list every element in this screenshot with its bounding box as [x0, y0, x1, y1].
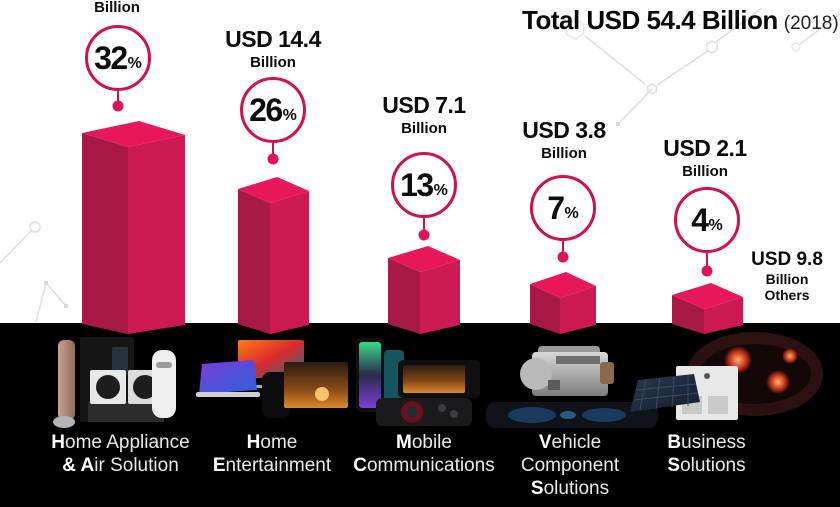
percent-symbol: % — [433, 181, 448, 199]
percent-badge-home-appliance: 32% — [85, 25, 151, 91]
percent-value: 32 — [94, 39, 128, 76]
segment-label-line: Solutions — [530, 478, 610, 499]
segment-label-line: Vehicle — [538, 432, 602, 453]
chart-title-text: Total USD 54.4 Billion — [522, 5, 778, 35]
bar-vehicle — [530, 272, 596, 334]
segment-usd-amount: USD 3.8 — [522, 117, 606, 143]
segment-label-line: Mobile — [396, 432, 452, 453]
others-unit: Billion — [765, 271, 809, 287]
connector-dots — [112, 100, 713, 277]
segment-usd-amount: USD 2.1 — [663, 135, 747, 161]
segment-label-line: & Air Solution — [62, 455, 179, 476]
segment-unit: Billion — [94, 0, 140, 16]
percent-badge-business: 4% — [674, 187, 740, 253]
percent-value: 4 — [691, 201, 709, 238]
segment-header-home-entertainment: USD 14.4 Billion — [208, 26, 338, 71]
percent-badge-mobile: 13% — [391, 152, 457, 218]
segment-label-line: Communications — [353, 455, 495, 476]
bar-mobile — [388, 246, 460, 334]
segment-unit: Billion — [250, 54, 296, 71]
bar-home-appliance — [82, 121, 185, 334]
segment-label-home-entertainment: Home Entertainment — [196, 431, 348, 477]
percent-value: 13 — [400, 166, 434, 203]
percent-symbol: % — [564, 204, 579, 222]
product-image-business — [630, 332, 823, 420]
others-amount: USD 9.8 — [751, 249, 823, 270]
segment-unit: Billion — [682, 163, 728, 180]
segment-header-mobile: USD 7.1 Billion — [359, 92, 489, 137]
segment-unit: Billion — [401, 120, 447, 137]
percent-value: 7 — [547, 189, 565, 226]
chart-title: Total USD 54.4 Billion (2018) — [522, 5, 839, 36]
percent-value: 26 — [249, 91, 283, 128]
segment-label-line: Home Appliance — [51, 432, 190, 453]
segment-unit: Billion — [541, 145, 587, 162]
segment-label-business: Business Solutions — [634, 431, 779, 477]
segment-usd-amount: USD 7.1 — [382, 92, 466, 118]
percent-symbol: % — [282, 106, 297, 124]
bar-business — [672, 283, 743, 334]
segment-label-line: Business — [667, 432, 746, 453]
product-image-mobile — [356, 338, 480, 426]
chart-title-year: (2018) — [783, 13, 839, 34]
segment-label-line: Entertainment — [212, 455, 332, 476]
product-image-home-entertainment — [196, 340, 348, 418]
percent-symbol: % — [708, 216, 723, 234]
product-image-home-appliance — [53, 337, 176, 428]
percent-badge-home-entertainment: 26% — [240, 77, 306, 143]
others-note: USD 9.8 Billion Others — [741, 249, 833, 303]
segment-label-home-appliance: Home Appliance & Air Solution — [28, 431, 213, 477]
percent-badge-vehicle: 7% — [530, 175, 596, 241]
segment-header-home-appliance: Billion — [52, 0, 182, 16]
product-image-vehicle — [486, 346, 658, 428]
others-label: Others — [764, 287, 810, 303]
segment-label-line: Component — [520, 455, 620, 476]
segment-label-vehicle: Vehicle Component Solutions — [495, 431, 645, 500]
segment-header-business: USD 2.1 Billion — [640, 135, 770, 180]
segment-label-line: Solutions — [667, 455, 746, 476]
segment-header-vehicle: USD 3.8 Billion — [499, 117, 629, 162]
segment-label-line: Home — [246, 432, 298, 453]
segment-usd-amount: USD 14.4 — [225, 26, 321, 52]
segment-label-mobile: Mobile Communications — [342, 431, 506, 477]
bar-home-entertainment — [238, 177, 309, 334]
product-images — [53, 332, 823, 428]
percent-symbol: % — [127, 54, 142, 72]
